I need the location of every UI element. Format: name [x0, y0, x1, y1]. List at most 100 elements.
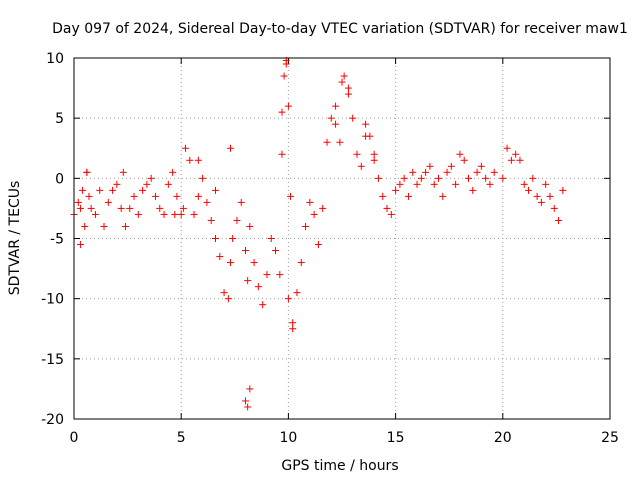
- data-point-marker: [212, 235, 220, 242]
- data-point-marker: [499, 174, 507, 182]
- data-point-marker: [396, 180, 404, 188]
- y-tick-label: -10: [41, 292, 64, 308]
- data-point-marker: [370, 156, 378, 164]
- data-point-marker: [525, 186, 533, 194]
- data-point-marker: [242, 247, 250, 255]
- data-point-marker: [263, 271, 271, 279]
- data-point-marker: [83, 168, 91, 176]
- data-point-marker: [130, 192, 138, 200]
- data-point-marker: [287, 192, 295, 200]
- data-point-marker: [477, 162, 485, 170]
- data-point-marker: [212, 186, 220, 194]
- data-point-marker: [194, 156, 202, 164]
- data-point-marker: [227, 144, 235, 152]
- data-point-marker: [383, 204, 391, 212]
- data-point-marker: [284, 295, 292, 303]
- y-tick-label: -20: [41, 412, 64, 428]
- data-point-marker: [379, 192, 387, 200]
- data-point-marker: [486, 180, 494, 188]
- data-point-marker: [134, 210, 142, 218]
- x-tick-label: 20: [494, 430, 512, 446]
- y-axis-label: SDTVAR / TECUs: [7, 181, 23, 296]
- data-point-marker: [353, 150, 361, 158]
- data-point-marker: [171, 210, 179, 218]
- chart-title: Day 097 of 2024, Sidereal Day-to-day VTE…: [52, 21, 628, 37]
- data-point-marker: [289, 325, 297, 333]
- data-point-marker: [469, 186, 477, 194]
- data-point-marker: [310, 210, 318, 218]
- data-point-marker: [278, 150, 286, 158]
- data-point-marker: [340, 72, 348, 80]
- data-point-marker: [349, 114, 357, 122]
- data-point-marker: [447, 162, 455, 170]
- data-point-marker: [100, 222, 108, 230]
- data-point-marker: [207, 216, 215, 224]
- data-point-marker: [147, 174, 155, 182]
- data-point-marker: [546, 192, 554, 200]
- data-point-marker: [430, 180, 438, 188]
- data-point-marker: [434, 174, 442, 182]
- data-point-marker: [143, 180, 151, 188]
- data-point-marker: [190, 210, 198, 218]
- data-point-marker: [233, 216, 241, 224]
- data-point-marker: [250, 259, 258, 267]
- y-tick-label: 10: [46, 51, 64, 67]
- data-point-marker: [278, 108, 286, 116]
- data-point-marker: [280, 72, 288, 80]
- data-point-marker: [529, 174, 537, 182]
- data-point-marker: [306, 198, 314, 206]
- x-tick-label: 10: [279, 430, 297, 446]
- data-point-marker: [126, 204, 134, 212]
- data-point-marker: [113, 180, 121, 188]
- data-point-marker: [327, 114, 335, 122]
- data-point-marker: [516, 156, 524, 164]
- data-point-marker: [417, 174, 425, 182]
- data-point-marker: [503, 144, 511, 152]
- data-point-marker: [164, 180, 172, 188]
- x-tick-label: 25: [601, 430, 619, 446]
- data-point-marker: [533, 192, 541, 200]
- data-point-marker: [314, 241, 322, 249]
- data-point-marker: [203, 198, 211, 206]
- data-point-marker: [181, 144, 189, 152]
- data-point-marker: [452, 180, 460, 188]
- data-point-marker: [74, 198, 82, 206]
- data-point-marker: [512, 150, 520, 158]
- data-point-marker: [254, 283, 262, 291]
- data-point-marker: [319, 204, 327, 212]
- y-tick-label: 5: [55, 111, 64, 127]
- data-point-marker: [81, 222, 89, 230]
- y-tick-label: -15: [41, 352, 64, 368]
- data-point-marker: [362, 132, 370, 140]
- data-point-marker: [344, 90, 352, 98]
- data-point-marker: [79, 186, 87, 194]
- plot-frame: [73, 57, 611, 420]
- data-point-marker: [370, 150, 378, 158]
- data-point-marker: [338, 78, 346, 86]
- data-point-marker: [272, 247, 280, 255]
- data-point-marker: [409, 168, 417, 176]
- data-point-marker: [244, 277, 252, 285]
- data-point-marker: [404, 192, 412, 200]
- data-point-marker: [229, 235, 237, 242]
- data-point-marker: [276, 271, 284, 279]
- data-point-marker: [482, 174, 490, 182]
- data-point-marker: [426, 162, 434, 170]
- data-point-marker: [289, 319, 297, 327]
- data-point-marker: [520, 180, 528, 188]
- data-point-marker: [490, 168, 498, 176]
- data-point-marker: [109, 186, 117, 194]
- data-point-marker: [246, 222, 254, 230]
- data-point-marker: [76, 241, 84, 249]
- data-point-marker: [559, 186, 567, 194]
- data-point-marker: [267, 235, 275, 242]
- data-points: [70, 56, 567, 411]
- data-point-marker: [244, 403, 252, 411]
- data-point-marker: [413, 180, 421, 188]
- x-tick-label: 5: [177, 430, 186, 446]
- data-point-marker: [542, 180, 550, 188]
- data-point-marker: [224, 295, 232, 303]
- data-point-marker: [357, 162, 365, 170]
- data-point-marker: [297, 259, 305, 267]
